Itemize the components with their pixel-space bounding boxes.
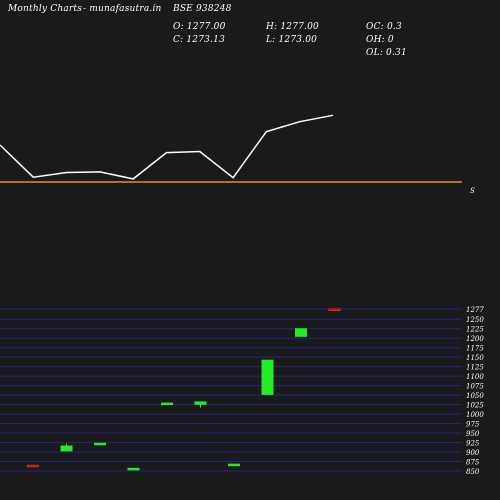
y-tick-label: 1025 [466,402,484,410]
upper-line-panel: S [0,114,475,195]
price-gridlines [0,308,462,472]
candlestick-series [27,308,341,471]
y-tick-label: 1125 [466,364,484,372]
candle-body [94,442,106,446]
candle-body [228,463,240,467]
candle-body [261,359,274,395]
y-tick-label: 1150 [466,354,484,362]
y-tick-label: 1100 [466,373,484,381]
y-tick-label: 1050 [466,392,484,400]
symbol-label: BSE 938248 [173,4,232,14]
y-tick-label: 850 [466,468,480,476]
ol-value: OL: 0.31 [366,48,407,58]
close-value: C: 1273.13 [173,35,225,45]
y-tick-label: 875 [466,459,480,467]
y-tick-label: 1000 [466,411,484,419]
high-value: H: 1277.00 [266,22,319,32]
site-name[interactable]: - munafasutra.in [83,4,162,14]
y-tick-label: 1200 [466,335,484,343]
candle-body [161,402,173,406]
price-line [0,114,334,180]
oh-value: OH: 0 [366,35,394,45]
y-tick-label: 975 [466,421,480,429]
y-tick-label: 1225 [466,326,484,334]
candle-body [127,467,140,471]
oc-value: OC: 0.3 [366,22,402,32]
candle-body [295,328,307,337]
y-tick-label: 1175 [466,345,484,353]
y-tick-label: 1277 [466,306,484,314]
y-tick-label: 925 [466,440,480,448]
site-label: Monthly Charts [8,4,83,14]
baseline-label: S [470,187,475,195]
y-tick-label: 900 [466,449,480,457]
candle-body [194,401,207,405]
candle-body [60,445,73,452]
open-value: O: 1277.00 [173,22,226,32]
candle-body [27,464,39,468]
y-tick-label: 950 [466,430,480,438]
candle-body [328,308,341,311]
y-tick-label: 1250 [466,316,484,324]
low-value: L: 1273.00 [266,35,318,45]
y-tick-label: 1075 [466,383,484,391]
